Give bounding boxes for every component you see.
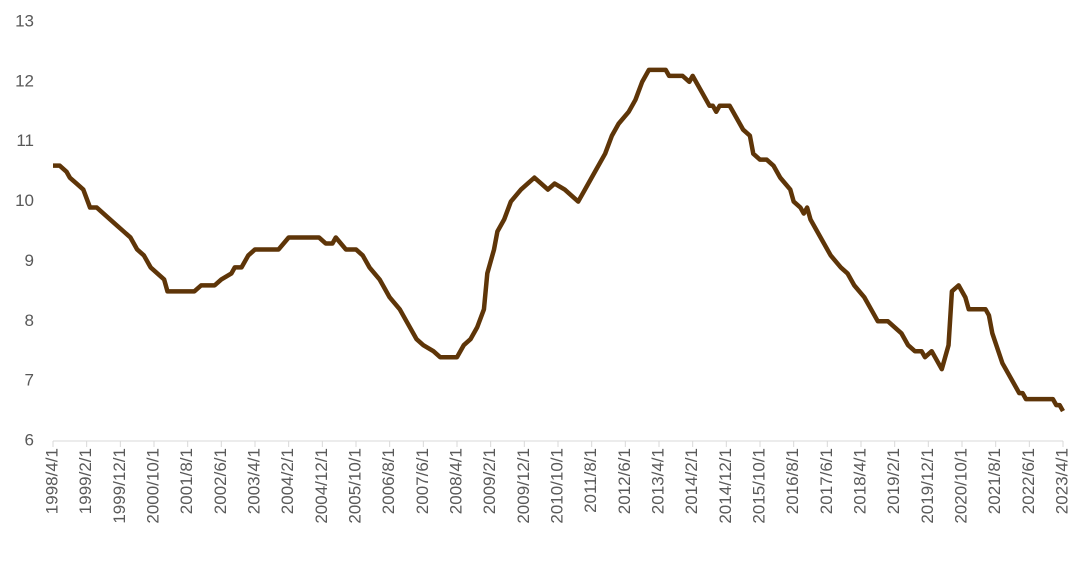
x-tick-label: 2004/2/1 (278, 448, 297, 514)
x-tick-label: 2009/2/1 (480, 448, 499, 514)
x-tick-label: 2007/6/1 (413, 448, 432, 514)
y-tick-label: 10 (15, 191, 34, 210)
x-tick-label: 2008/4/1 (446, 448, 465, 514)
x-tick-label: 2006/8/1 (379, 448, 398, 514)
y-tick-label: 8 (25, 311, 34, 330)
x-tick-label: 2005/10/1 (345, 448, 364, 524)
y-tick-label: 11 (16, 131, 34, 150)
x-tick-label: 2019/12/1 (918, 448, 937, 524)
x-tick-label: 2015/10/1 (749, 448, 768, 524)
x-tick-label: 2013/4/1 (648, 448, 667, 514)
x-tick-label: 1998/4/1 (42, 448, 61, 514)
x-tick-label: 1999/12/1 (110, 448, 129, 524)
x-tick-label: 2011/8/1 (581, 448, 600, 513)
x-tick-label: 2003/4/1 (244, 448, 263, 514)
x-tick-label: 2000/10/1 (143, 448, 162, 524)
x-tick-label: 2004/12/1 (312, 448, 331, 524)
y-tick-label: 13 (15, 11, 34, 30)
x-tick-label: 2017/6/1 (817, 448, 836, 514)
x-tick-label: 2002/6/1 (211, 448, 230, 514)
x-tick-label: 2010/10/1 (547, 448, 566, 524)
x-tick-label: 2012/6/1 (615, 448, 634, 514)
x-tick-label: 2001/8/1 (177, 448, 196, 514)
x-tick-label: 2016/8/1 (783, 448, 802, 514)
x-tick-label: 2014/2/1 (682, 448, 701, 514)
x-tick-label: 2020/10/1 (951, 448, 970, 524)
y-tick-label: 7 (25, 371, 34, 390)
x-tick-label: 2009/12/1 (514, 448, 533, 524)
x-tick-label: 2023/4/1 (1052, 448, 1071, 514)
x-tick-label: 2022/6/1 (1019, 448, 1038, 514)
y-tick-label: 9 (25, 251, 34, 270)
x-tick-label: 2014/12/1 (716, 448, 735, 524)
x-tick-label: 1999/2/1 (76, 448, 95, 514)
line-series (53, 67, 1065, 413)
y-tick-label: 6 (25, 430, 34, 449)
x-tick-label: 2021/8/1 (985, 448, 1004, 514)
x-tick-label: 2018/4/1 (850, 448, 869, 514)
y-tick-label: 12 (15, 71, 34, 90)
x-tick-label: 2019/2/1 (884, 448, 903, 514)
